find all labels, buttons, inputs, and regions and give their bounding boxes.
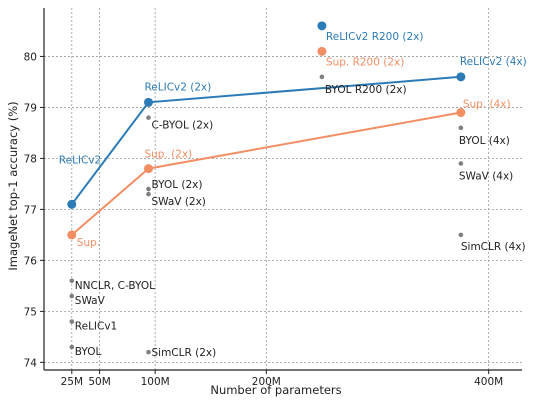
x-tick-label: 50M <box>88 376 110 388</box>
grid <box>44 8 522 370</box>
point-byol-2x <box>146 186 151 192</box>
label-sup-2x: Sup. (2x) <box>144 149 192 161</box>
y-axis-label: ImageNet top-1 accuracy (%) <box>6 101 20 270</box>
label-relicv2: ReLICv2 <box>59 154 101 166</box>
point-relicv2-4x <box>456 72 466 82</box>
label-relicv1: ReLICv1 <box>75 321 117 333</box>
point-simclr-4x <box>458 232 464 238</box>
point-swav-2x <box>146 191 151 197</box>
label-relicv2-r200-2x: ReLICv2 R200 (2x) <box>326 31 424 43</box>
label-byol-4x: BYOL (4x) <box>459 135 510 147</box>
label-simclr-2x: SimCLR (2x) <box>151 347 216 359</box>
y-tick-label: 75 <box>24 306 37 318</box>
data-labels: ReLICv2 ReLICv2 (2x) ReLICv2 (4x) Sup. Sup. … <box>59 31 527 359</box>
x-tick-label: 100M <box>141 376 170 388</box>
point-swav-4x <box>458 161 464 166</box>
point-sup-r200-2x <box>317 46 327 56</box>
point-sup-4x <box>456 108 466 118</box>
x-tick-label: 25M <box>61 376 83 388</box>
point-sup-2x <box>143 164 153 174</box>
x-tick-label: 400M <box>474 376 503 388</box>
point-relicv1 <box>69 319 75 324</box>
label-simclr-4x: SimCLR (4x) <box>461 241 526 253</box>
point-sup <box>67 230 77 240</box>
label-swav-2x: SWaV (2x) <box>151 196 205 208</box>
label-sup: Sup. <box>77 237 100 249</box>
point-c-byol-2x <box>146 115 151 120</box>
label-byol: BYOL <box>75 346 102 358</box>
label-byol-r200-2x: BYOL R200 (2x) <box>325 84 407 96</box>
y-tick-label: 74 <box>24 357 38 369</box>
label-relicv2-4x: ReLICv2 (4x) <box>460 56 527 68</box>
point-byol-4x <box>458 125 464 131</box>
label-c-byol-2x: C-BYOL (2x) <box>151 120 213 132</box>
point-relicv2-2x <box>143 97 153 107</box>
y-tick-label: 80 <box>24 51 37 63</box>
point-byol-r200-2x <box>319 74 325 80</box>
point-simclr-2x <box>146 349 151 355</box>
label-sup-r200-2x: Sup. R200 (2x) <box>326 56 404 68</box>
label-relicv2-2x: ReLICv2 (2x) <box>144 81 211 93</box>
data-points <box>67 21 466 355</box>
y-tick-label: 76 <box>24 255 38 267</box>
y-tick-label: 77 <box>24 204 37 216</box>
label-swav: SWaV <box>75 295 106 307</box>
label-byol-2x: BYOL (2x) <box>151 179 202 191</box>
axes: 74 75 76 77 78 79 80 25M 50M 100M 200M 400M <box>24 8 522 388</box>
label-nnclr-c-byol: NNCLR, C-BYOL <box>75 280 155 292</box>
label-sup-4x: Sup. (4x) <box>463 99 511 111</box>
point-swav <box>69 293 75 299</box>
point-relicv2-r200-2x <box>317 21 327 31</box>
x-tick-label: 200M <box>252 376 281 388</box>
point-relicv2 <box>67 199 77 209</box>
point-byol <box>69 344 75 350</box>
x-axis-label: Number of parameters <box>210 383 341 397</box>
y-tick-label: 78 <box>24 153 37 165</box>
label-swav-4x: SWaV (4x) <box>459 171 513 183</box>
point-nnclr-c-byol <box>69 278 75 284</box>
y-tick-label: 79 <box>24 102 37 114</box>
